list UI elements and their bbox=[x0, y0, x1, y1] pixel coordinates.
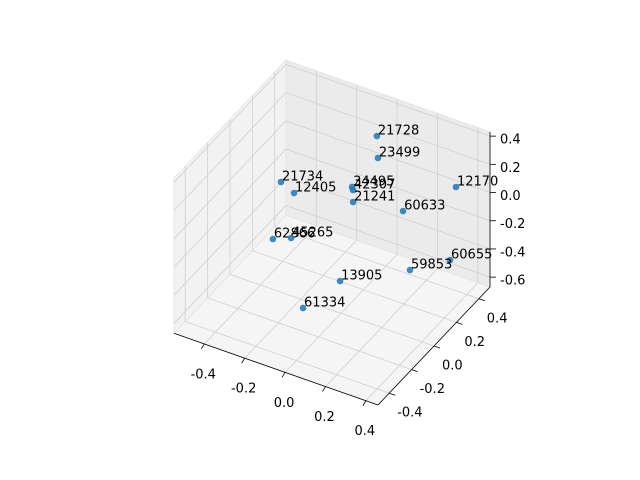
grid-line bbox=[173, 205, 287, 324]
point bbox=[336, 277, 344, 285]
z-tick-label: 0.4 bbox=[500, 133, 521, 148]
y-tick bbox=[411, 369, 418, 372]
y-tick-label: 0.2 bbox=[464, 335, 485, 350]
point bbox=[287, 234, 295, 242]
point bbox=[349, 186, 357, 194]
y-tick bbox=[456, 322, 463, 325]
y-tick bbox=[389, 392, 396, 396]
axes: -0.4-0.20.00.20.4-0.4-0.20.00.20.4-0.6-0… bbox=[173, 131, 525, 439]
x-tick-label: 0.0 bbox=[274, 396, 295, 411]
point-label: 13905 bbox=[341, 269, 382, 284]
x-axis-line bbox=[173, 332, 379, 406]
point bbox=[290, 189, 298, 197]
z-tick-label: 0.0 bbox=[500, 189, 521, 204]
y-tick-label: 0.4 bbox=[487, 311, 508, 326]
x-tick bbox=[241, 357, 246, 364]
grid-line bbox=[173, 148, 287, 268]
grid-line bbox=[285, 92, 491, 165]
grid-line bbox=[285, 120, 491, 193]
grid-line bbox=[229, 273, 435, 347]
grid-line bbox=[207, 297, 412, 370]
grid bbox=[173, 64, 491, 402]
point bbox=[406, 266, 414, 274]
grid-line bbox=[252, 250, 457, 323]
point-label: 34495 bbox=[353, 174, 394, 189]
point bbox=[452, 183, 460, 191]
x-tick-label: 0.2 bbox=[314, 410, 335, 425]
grid-line bbox=[285, 176, 491, 250]
y-tick-label: 0.0 bbox=[442, 359, 463, 374]
y-tick bbox=[478, 298, 485, 302]
point bbox=[446, 256, 454, 264]
grid-line bbox=[274, 226, 479, 300]
point-label: 23499 bbox=[379, 145, 420, 160]
grid-line bbox=[285, 205, 491, 278]
x-tick bbox=[200, 343, 205, 350]
grid-line bbox=[285, 148, 491, 222]
point-label: 21734 bbox=[282, 170, 323, 185]
point-label: 61334 bbox=[304, 295, 345, 310]
x-tick bbox=[362, 400, 367, 406]
y-tick-label: -0.4 bbox=[397, 406, 422, 421]
point bbox=[349, 198, 357, 206]
point bbox=[269, 235, 277, 243]
grid-line bbox=[173, 176, 287, 296]
grid-line bbox=[185, 321, 390, 394]
point-label: 42307 bbox=[354, 178, 395, 193]
x-tick-label: 0.4 bbox=[355, 424, 376, 439]
point-label: 60655 bbox=[451, 248, 492, 263]
x-tick bbox=[281, 372, 286, 378]
x-tick bbox=[322, 386, 326, 392]
point bbox=[374, 154, 382, 162]
z-tick-label: -0.6 bbox=[500, 274, 525, 289]
z-tick-label: 0.2 bbox=[500, 161, 521, 176]
point-label: 12170 bbox=[457, 175, 498, 190]
point-label: 21241 bbox=[354, 189, 395, 204]
point-label: 62866 bbox=[274, 226, 315, 241]
point bbox=[373, 132, 381, 140]
x-tick-label: -0.4 bbox=[191, 367, 216, 382]
point bbox=[399, 207, 407, 215]
grid-line bbox=[173, 120, 287, 240]
point-label: 45265 bbox=[292, 226, 333, 241]
x-tick-label: -0.2 bbox=[231, 382, 256, 397]
point-label: 60633 bbox=[404, 199, 445, 214]
y-axis-line bbox=[377, 286, 491, 406]
grid-line bbox=[173, 92, 287, 211]
z-tick-label: -0.2 bbox=[500, 217, 525, 232]
z-tick-label: -0.4 bbox=[500, 245, 525, 260]
point-label: 12405 bbox=[295, 181, 336, 196]
point bbox=[277, 178, 285, 186]
point-label: 21728 bbox=[378, 124, 419, 139]
point bbox=[299, 304, 307, 312]
y-tick-label: -0.2 bbox=[420, 382, 445, 397]
point-label: 59853 bbox=[411, 258, 452, 273]
grid-line bbox=[173, 64, 287, 183]
y-tick bbox=[433, 345, 441, 349]
grid-line bbox=[285, 64, 491, 137]
